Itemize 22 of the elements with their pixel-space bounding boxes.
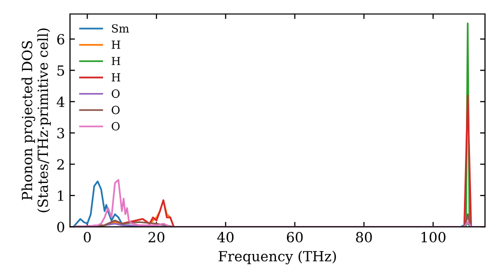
y-tick-label: 1 xyxy=(58,190,64,201)
y-tick-label: 6 xyxy=(57,34,64,45)
x-tick-label: 100 xyxy=(422,232,446,242)
x-tick-label: 0 xyxy=(84,232,91,242)
x-tick-label: 80 xyxy=(356,232,372,242)
legend-label: H xyxy=(112,56,120,66)
legend-label: O xyxy=(112,122,120,130)
legend-label: H xyxy=(112,40,120,49)
y-tick-label: 2 xyxy=(57,159,64,170)
y-axis-title: Phonon projected DOS (States/THz·primitive cell) xyxy=(22,28,51,212)
y-tick-label: 3 xyxy=(57,128,64,138)
y-tick-label: 5 xyxy=(57,65,64,76)
legend-label: H xyxy=(112,73,120,82)
legend-label: Sm xyxy=(112,24,129,33)
legend-label: O xyxy=(112,89,120,98)
y-tick-label: 4 xyxy=(56,96,64,107)
legend-label: O xyxy=(112,106,120,114)
x-tick-label: 40 xyxy=(217,232,234,242)
y-tick-label: 0 xyxy=(57,222,64,232)
x-tick-label: 20 xyxy=(148,232,164,242)
x-tick-label: 60 xyxy=(286,232,303,242)
x-axis-title: Frequency (THz) xyxy=(218,250,336,264)
